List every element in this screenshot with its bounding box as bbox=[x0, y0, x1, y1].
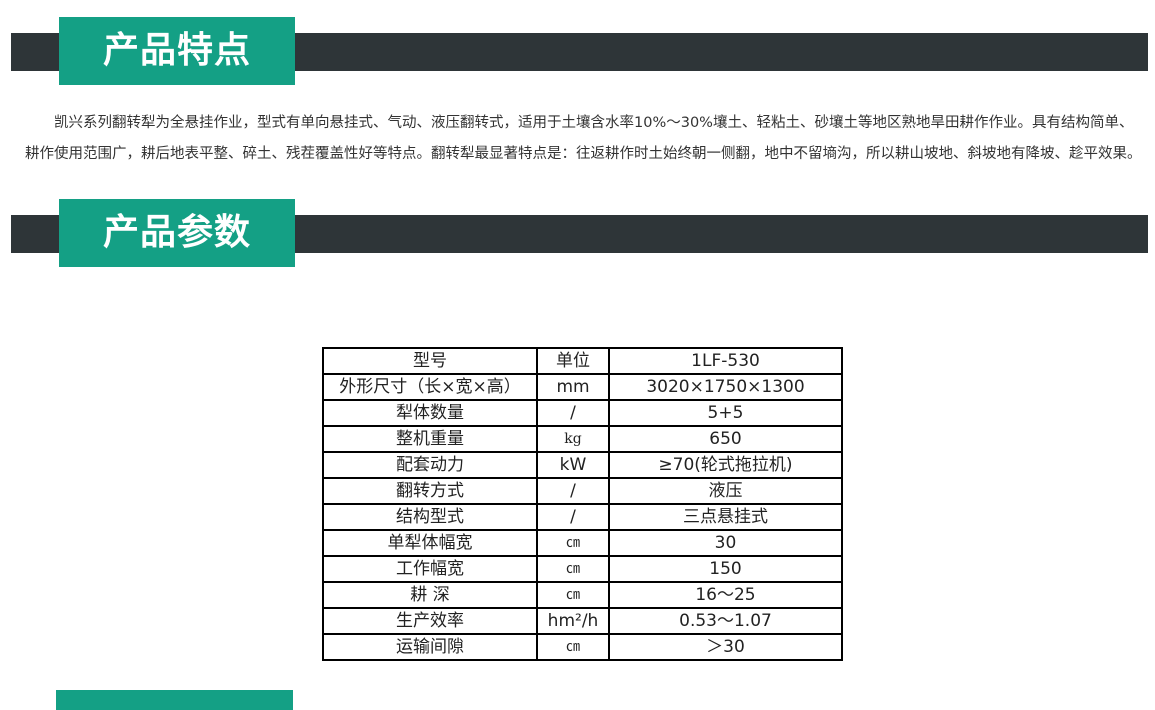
param-name: 生产效率 bbox=[322, 607, 538, 635]
param-name: 配套动力 bbox=[322, 451, 538, 479]
table-row: 结构型式 / 三点悬挂式 bbox=[322, 503, 843, 531]
param-unit: ㎝ bbox=[536, 555, 610, 583]
params-table: 型号 单位 1LF-530 外形尺寸（长×宽×高） mm 3020×1750×1300 犁体… bbox=[322, 347, 843, 661]
param-name: 工作幅宽 bbox=[322, 555, 538, 583]
param-name: 结构型式 bbox=[322, 503, 538, 531]
param-unit: 单位 bbox=[536, 347, 610, 375]
param-name: 型号 bbox=[322, 347, 538, 375]
param-unit: kg bbox=[536, 425, 610, 453]
param-name: 翻转方式 bbox=[322, 477, 538, 505]
param-name: 犁体数量 bbox=[322, 399, 538, 427]
param-name: 运输间隙 bbox=[322, 633, 538, 661]
table-row: 生产效率 hm²/h 0.53～1.07 bbox=[322, 607, 843, 635]
param-name: 整机重量 bbox=[322, 425, 538, 453]
param-unit: / bbox=[536, 399, 610, 427]
table-row: 整机重量 kg 650 bbox=[322, 425, 843, 453]
param-unit: ㎝ bbox=[536, 529, 610, 557]
section-title-features: 产品特点 bbox=[59, 17, 295, 85]
param-unit: ㎝ bbox=[536, 581, 610, 609]
param-unit: hm²/h bbox=[536, 607, 610, 635]
table-row: 配套动力 kW ≥70(轮式拖拉机) bbox=[322, 451, 843, 479]
table-row: 翻转方式 / 液压 bbox=[322, 477, 843, 505]
param-unit: mm bbox=[536, 373, 610, 401]
param-name: 外形尺寸（长×宽×高） bbox=[322, 373, 538, 401]
param-value: 30 bbox=[608, 529, 843, 557]
param-value: 3020×1750×1300 bbox=[608, 373, 843, 401]
param-name: 单犁体幅宽 bbox=[322, 529, 538, 557]
param-value: 1LF-530 bbox=[608, 347, 843, 375]
section-title-params: 产品参数 bbox=[59, 199, 295, 267]
param-value: ≥70(轮式拖拉机) bbox=[608, 451, 843, 479]
param-value: 5+5 bbox=[608, 399, 843, 427]
table-row: 型号 单位 1LF-530 bbox=[322, 347, 843, 375]
param-value: 650 bbox=[608, 425, 843, 453]
param-unit: / bbox=[536, 477, 610, 505]
param-value: 150 bbox=[608, 555, 843, 583]
param-name: 耕 深 bbox=[322, 581, 538, 609]
table-row: 犁体数量/5+5 bbox=[322, 399, 843, 427]
param-value: 液压 bbox=[608, 477, 843, 505]
product-description: 凯兴系列翻转犁为全悬挂作业，型式有单向悬挂式、气动、液压翻转式，适用于土壤含水率… bbox=[25, 115, 1142, 162]
param-unit: kW bbox=[536, 451, 610, 479]
param-value: 16～25 bbox=[608, 581, 843, 609]
param-unit: ㎝ bbox=[536, 633, 610, 661]
param-value: 三点悬挂式 bbox=[608, 503, 843, 531]
table-row: 外形尺寸（长×宽×高） mm 3020×1750×1300 bbox=[322, 373, 843, 401]
next-section-tag bbox=[56, 690, 293, 710]
param-value: ＞30 bbox=[608, 633, 843, 661]
param-value: 0.53～1.07 bbox=[608, 607, 843, 635]
param-unit: / bbox=[536, 503, 610, 531]
